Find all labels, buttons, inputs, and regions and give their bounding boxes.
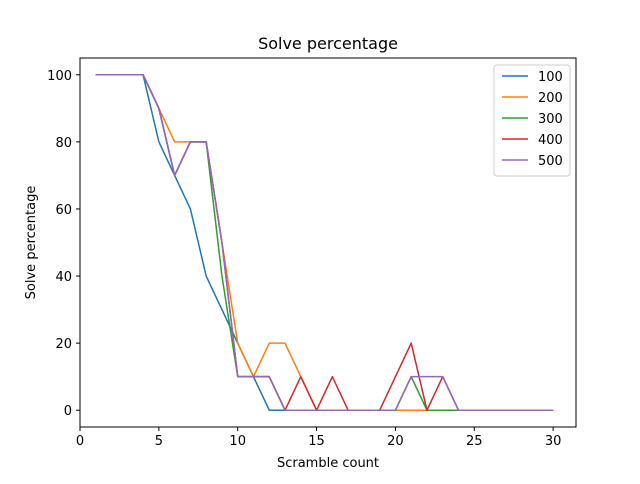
plot-frame: [79, 57, 577, 428]
chart-title: Solve percentage: [258, 34, 398, 53]
x-tick-label: 20: [387, 434, 404, 449]
x-tick-label: 15: [308, 434, 325, 449]
y-tick-label: 80: [55, 136, 72, 151]
legend-label: 200: [538, 91, 563, 106]
x-axis: 0 5 10 15 20 25 30: [76, 427, 562, 449]
y-tick-label: 60: [55, 203, 72, 218]
x-tick-label: 10: [229, 434, 246, 449]
y-tick-label: 100: [47, 69, 72, 84]
x-tick-label: 25: [466, 434, 483, 449]
x-axis-label: Scramble count: [277, 456, 379, 471]
legend-box: [493, 64, 571, 177]
series-line-500: [95, 74, 554, 411]
y-axis-label: Solve percentage: [24, 186, 39, 300]
x-tick-label: 0: [76, 434, 84, 449]
x-tick-label: 5: [155, 434, 163, 449]
y-tick-label: 40: [55, 270, 72, 285]
y-tick-label: 20: [55, 337, 72, 352]
x-tick-label: 30: [545, 434, 562, 449]
legend: 100 200 300 400 500: [493, 64, 571, 177]
y-tick-label: 0: [64, 404, 72, 419]
series-lines: [95, 74, 554, 411]
legend-label: 100: [538, 70, 563, 85]
legend-label: 500: [538, 154, 563, 169]
legend-label: 400: [538, 133, 563, 148]
legend-label: 300: [538, 112, 563, 127]
y-axis: 0 20 40 60 80 100: [47, 69, 80, 419]
